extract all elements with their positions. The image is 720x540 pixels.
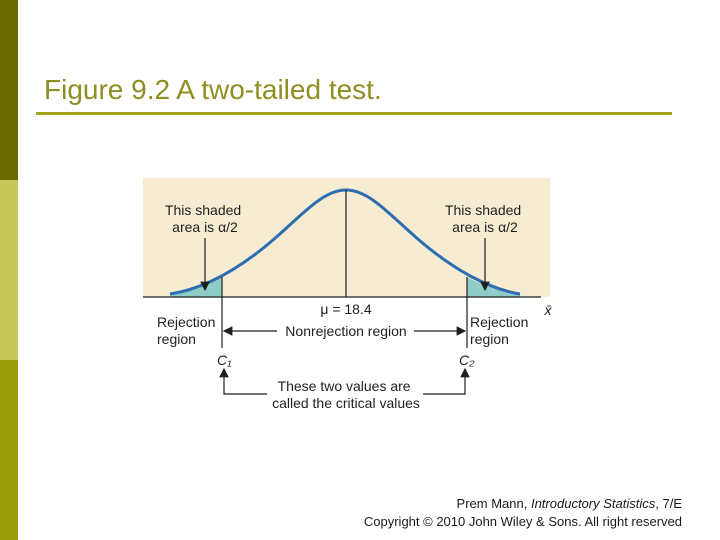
title-underline xyxy=(36,112,672,115)
left-rejection-label: Rejection region xyxy=(157,314,219,347)
credit-copyright: Copyright © 2010 John Wiley & Sons. All … xyxy=(363,514,682,529)
critical-value-c2: C₂ xyxy=(459,352,475,368)
nonrejection-label: Nonrejection region xyxy=(285,323,406,339)
left-bar-dark xyxy=(0,0,18,180)
critical-bracket-right xyxy=(423,367,470,395)
critical-value-c1: C₁ xyxy=(217,352,232,368)
left-tail-label: This shaded area is α/2 xyxy=(165,202,245,235)
slide-title: Figure 9.2 A two-tailed test. xyxy=(44,74,382,105)
mean-label: μ = 18.4 xyxy=(320,301,371,317)
credit-book-title: Introductory Statistics xyxy=(530,496,656,511)
critical-values-note: These two values are called the critical… xyxy=(272,378,420,411)
slide-credit: Prem Mann, Introductory Statistics, 7/E … xyxy=(364,495,682,531)
credit-edition: , 7/E xyxy=(655,496,682,511)
right-tail-label: This shaded area is α/2 xyxy=(445,202,525,235)
credit-citation: Prem Mann, Introductory Statistics, 7/E xyxy=(364,495,682,513)
left-bar-mid xyxy=(0,360,18,540)
axis-symbol: x̄ xyxy=(544,302,553,318)
critical-bracket-left xyxy=(219,367,267,395)
two-tailed-test-figure: This shaded area is α/2 This shaded area… xyxy=(143,178,553,411)
left-bar-light xyxy=(0,180,18,360)
right-rejection-label: Rejection region xyxy=(470,314,532,347)
credit-author: Prem Mann, xyxy=(456,496,531,511)
